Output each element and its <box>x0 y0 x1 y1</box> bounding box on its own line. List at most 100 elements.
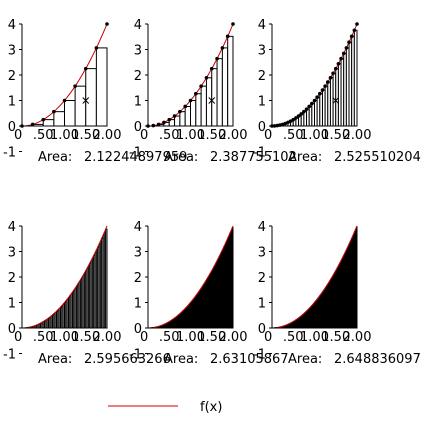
x-tick-label: 1.00 <box>176 128 205 143</box>
area-value: 2.387755102 <box>210 150 297 165</box>
sample-point <box>172 114 177 118</box>
y-tick-label: 4 <box>134 18 142 33</box>
y-tick-label: 0 <box>134 322 142 337</box>
sample-point <box>312 98 317 103</box>
area-label: Area: <box>164 150 198 165</box>
sample-point <box>323 84 327 88</box>
x-tick-label: 2.00 <box>343 330 372 345</box>
area-value: 2.648836097 <box>334 352 421 367</box>
sample-point <box>94 46 99 50</box>
bar <box>85 68 97 127</box>
y-tick-label: 3 <box>8 246 16 261</box>
y-tick-label: -1 <box>129 348 142 363</box>
x-tick-label: 1.50 <box>197 330 226 345</box>
x-tick-label: 1.00 <box>50 128 79 143</box>
x-tick-label: .50 <box>33 330 54 345</box>
sample-point <box>286 120 290 125</box>
sample-point <box>188 98 193 103</box>
x-tick-label: 2.00 <box>219 330 248 345</box>
bar <box>42 119 55 127</box>
sample-point <box>328 75 333 80</box>
centroid-marker <box>208 97 216 104</box>
y-tick-label: -1 <box>253 348 266 363</box>
sample-point <box>325 80 330 84</box>
sample-point <box>231 22 235 26</box>
y-tick-label: 1 <box>134 297 142 312</box>
riemann-chart-5: 4 3 2 1 0 -1 0 .501.001.502.00 Area: 2.63105867 <box>129 220 289 367</box>
y-tick-label: 1 <box>258 95 266 110</box>
function-curve <box>147 225 234 329</box>
y-tick-label: 2 <box>134 69 142 84</box>
sample-point <box>302 109 306 114</box>
x-tick-label: 0 <box>14 128 22 143</box>
y-tick-label: 0 <box>8 322 16 337</box>
y-tick-label: 1 <box>134 95 142 110</box>
sample-point <box>220 46 225 50</box>
x-tick-label: .50 <box>283 330 304 345</box>
x-tick-label: 0 <box>264 128 272 143</box>
y-tick-label: 4 <box>258 18 266 33</box>
riemann-chart-3: 4 3 2 1 0 -1 0 .501.001.502.00 Area: 2.525510204 <box>253 18 421 165</box>
y-tick-label: -1 <box>3 348 16 363</box>
y-tick-label: 2 <box>258 69 266 84</box>
centroid-marker <box>82 97 90 104</box>
x-tick-label: 1.50 <box>71 128 100 143</box>
bar <box>95 47 108 127</box>
sample-point <box>307 104 311 109</box>
area-value: 2.595663266 <box>84 352 171 367</box>
sample-point <box>294 116 298 120</box>
area-label: Area: <box>38 352 72 367</box>
sample-point <box>331 71 335 76</box>
legend: f(x) <box>108 400 222 415</box>
area-label: Area: <box>288 352 322 367</box>
y-tick-label: 1 <box>8 297 16 312</box>
x-tick-label: 1.50 <box>321 128 350 143</box>
centroid-marker <box>332 97 340 104</box>
sample-point <box>299 112 304 116</box>
bar <box>74 85 87 127</box>
sample-point <box>52 109 56 114</box>
area-value: 2.63105867 <box>210 352 289 367</box>
bar <box>179 111 186 127</box>
riemann-chart-4: 4 3 2 1 0 -1 0 .501.001.502.00 Area: 2.595663266 <box>3 220 171 367</box>
y-tick-label: 2 <box>134 271 142 286</box>
y-tick-label: 3 <box>258 246 266 261</box>
sample-point <box>315 95 319 100</box>
sample-point <box>296 114 301 118</box>
area-label: Area: <box>288 150 322 165</box>
function-curve <box>21 225 108 329</box>
x-tick-label: 2.00 <box>343 128 372 143</box>
sample-point <box>320 88 325 92</box>
sample-point <box>209 66 214 71</box>
function-curve <box>271 225 358 329</box>
bar <box>195 93 202 127</box>
y-tick-label: -1 <box>129 146 142 161</box>
bar <box>184 105 191 127</box>
bar <box>200 85 207 127</box>
riemann-chart-6: 4 3 2 1 0 -1 0 .501.001.502.00 Area: 2.648836097 <box>253 220 421 367</box>
y-tick-label: 2 <box>8 69 16 84</box>
x-tick-label: 1.00 <box>300 128 329 143</box>
y-tick-label: 3 <box>134 246 142 261</box>
sample-point <box>83 66 88 71</box>
sample-point <box>336 61 341 66</box>
x-tick-label: .50 <box>283 128 304 143</box>
sample-point <box>347 40 351 45</box>
sample-point <box>344 46 349 50</box>
y-tick-label: 2 <box>8 271 16 286</box>
sample-point <box>167 117 172 122</box>
bar <box>231 227 234 329</box>
sample-point <box>341 51 346 56</box>
bar <box>353 29 358 127</box>
y-tick-label: 4 <box>8 18 16 33</box>
y-tick-label: 2 <box>258 271 266 286</box>
sample-point <box>73 84 77 88</box>
y-tick-label: 4 <box>258 220 266 235</box>
y-tick-label: 3 <box>258 44 266 59</box>
bar <box>221 47 229 127</box>
bar <box>227 35 234 127</box>
x-tick-label: .50 <box>159 330 180 345</box>
y-tick-label: 1 <box>8 95 16 110</box>
